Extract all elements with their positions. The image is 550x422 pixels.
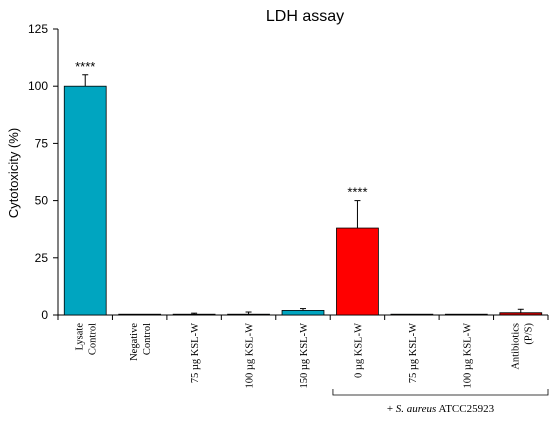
x-tick-label: (P/S) (523, 323, 534, 345)
x-tick-label: 0 µg KSL-W (353, 323, 364, 378)
bar (390, 313, 434, 316)
y-tick-label: 125 (28, 22, 48, 36)
x-tick-label: Control (88, 323, 99, 355)
x-tick-label: Negative (129, 323, 140, 361)
x-tick-label: 150 µg KSL-W (299, 323, 310, 389)
x-tick-labels: Lysate Control Negative Control 75 µg KSL-W 1… (75, 323, 535, 389)
y-tick-label: 0 (41, 308, 48, 322)
x-axis (57, 314, 549, 320)
x-tick-label: 75 µg KSL-W (190, 323, 201, 383)
x-tick-label: 75 µg KSL-W (408, 323, 419, 383)
chart-title: LDH assay (266, 8, 344, 25)
error-bars-layer (82, 74, 524, 315)
x-tick-label: 100 µg KSL-W (462, 323, 473, 389)
bar (227, 313, 270, 316)
bar (281, 310, 325, 316)
bar (118, 313, 162, 316)
y-tick-label: 100 (28, 79, 48, 93)
x-tick-label: 100 µg KSL-W (245, 323, 256, 389)
bar (499, 312, 543, 316)
x-tick-label: Control (142, 323, 153, 355)
x-tick-label: Lysate (75, 323, 86, 351)
group-bracket: + S. aureus ATCC25923 (332, 389, 549, 415)
y-tick-label: 75 (35, 136, 49, 150)
x-tick-label: Antibiotics (510, 323, 521, 370)
y-axis: 0 25 50 75 100 125 (28, 22, 59, 322)
bracket-line (332, 389, 549, 396)
bar (444, 313, 488, 316)
y-tick-label: 25 (35, 251, 49, 265)
significance-annotations: **** **** (75, 59, 367, 200)
bars-layer (63, 85, 543, 316)
y-axis-label: Cytotoxicity (%) (6, 128, 21, 218)
bracket-label: + S. aureus ATCC25923 (387, 403, 495, 415)
bar (336, 227, 379, 316)
significance-stars: **** (347, 185, 367, 200)
significance-stars: **** (75, 59, 95, 74)
y-tick-label: 50 (35, 194, 49, 208)
bar (63, 85, 107, 316)
